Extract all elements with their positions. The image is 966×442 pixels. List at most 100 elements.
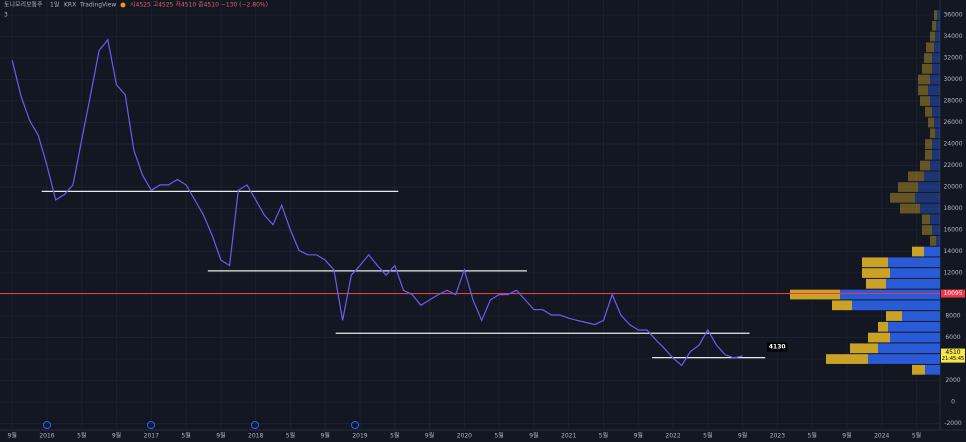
profile-up bbox=[925, 364, 940, 375]
profile-up bbox=[930, 160, 940, 171]
profile-down bbox=[918, 74, 930, 85]
profile-down bbox=[925, 106, 932, 117]
price-line-label: 10095 bbox=[943, 290, 962, 297]
x-tick-label: 5월 bbox=[599, 432, 608, 440]
x-tick-label: 9월 bbox=[425, 432, 434, 440]
profile-down bbox=[930, 235, 936, 246]
profile-up bbox=[918, 182, 940, 192]
profile-down bbox=[922, 214, 930, 225]
level-tag-label: 4130 bbox=[769, 344, 786, 351]
volume-profile bbox=[790, 10, 940, 375]
profile-down bbox=[790, 289, 840, 300]
profile-up bbox=[937, 10, 940, 20]
profile-down bbox=[926, 42, 934, 53]
x-tick-label: 9월 bbox=[216, 432, 225, 440]
y-tick-label: 20000 bbox=[943, 184, 962, 191]
source: TradingView bbox=[79, 2, 116, 9]
profile-down bbox=[928, 117, 934, 128]
event-marker[interactable] bbox=[351, 421, 359, 429]
profile-up bbox=[930, 214, 940, 225]
x-tick-label: 9월 bbox=[842, 432, 851, 440]
profile-down bbox=[920, 96, 930, 106]
profile-up bbox=[888, 321, 940, 332]
profile-up bbox=[930, 96, 940, 106]
price-line-series bbox=[11, 38, 743, 367]
profile-down bbox=[924, 53, 932, 63]
x-tick-label: 2016 bbox=[39, 433, 54, 440]
x-tick-label: 9월 bbox=[8, 432, 17, 440]
profile-down bbox=[826, 354, 868, 364]
profile-up bbox=[932, 106, 940, 117]
y-tick-label: 0 bbox=[951, 399, 955, 406]
event-marker[interactable] bbox=[147, 421, 155, 429]
profile-down bbox=[890, 192, 915, 203]
y-tick-label: 32000 bbox=[943, 55, 962, 62]
x-tick-label: 9월 bbox=[529, 432, 538, 440]
y-tick-label: 34000 bbox=[943, 33, 962, 40]
symbol: 토니모리보통주 bbox=[4, 1, 43, 9]
profile-down bbox=[934, 10, 937, 20]
x-tick-label: 5월 bbox=[494, 432, 503, 440]
y-tick-label: 16000 bbox=[943, 227, 962, 234]
axes: -200002000400060008000100001200014000160… bbox=[8, 12, 965, 440]
profile-up bbox=[920, 203, 940, 214]
status-dot bbox=[120, 2, 126, 8]
profile-down bbox=[900, 203, 920, 214]
x-tick-label: 2024 bbox=[874, 433, 889, 440]
x-tick-label: 2018 bbox=[248, 433, 263, 440]
x-tick-label: 5월 bbox=[703, 432, 712, 440]
profile-up bbox=[924, 246, 940, 257]
profile-down bbox=[898, 182, 918, 192]
profile-up bbox=[930, 74, 940, 85]
profile-up bbox=[888, 257, 940, 268]
profile-up bbox=[932, 63, 940, 74]
x-tick-label: 2017 bbox=[144, 433, 159, 440]
grid bbox=[0, 0, 940, 430]
profile-down bbox=[868, 332, 890, 343]
profile-down bbox=[912, 246, 924, 257]
x-tick-label: 5월 bbox=[390, 432, 399, 440]
profile-down bbox=[930, 128, 935, 139]
profile-down bbox=[866, 278, 886, 289]
profile-up bbox=[868, 354, 940, 364]
y-tick-label: 8000 bbox=[945, 313, 960, 320]
profile-down bbox=[932, 20, 936, 31]
level-tag bbox=[767, 342, 788, 352]
x-tick-label: 2021 bbox=[561, 433, 576, 440]
event-marker[interactable] bbox=[43, 421, 51, 429]
y-tick-label: -2000 bbox=[944, 420, 962, 427]
profile-down bbox=[886, 311, 902, 321]
y-tick-label: 22000 bbox=[943, 162, 962, 169]
x-tick-label: 5월 bbox=[912, 432, 921, 440]
profile-up bbox=[886, 278, 940, 289]
y-tick-label: 24000 bbox=[943, 141, 962, 148]
x-tick-label: 2022 bbox=[665, 433, 680, 440]
profile-down bbox=[862, 257, 888, 268]
y-tick-label: 18000 bbox=[943, 205, 962, 212]
profile-down bbox=[832, 300, 852, 311]
profile-down bbox=[850, 343, 878, 354]
x-tick-label: 9월 bbox=[112, 432, 121, 440]
profile-down bbox=[930, 31, 935, 42]
indicators-toggle[interactable]: 3 bbox=[4, 12, 8, 19]
profile-down bbox=[908, 171, 924, 182]
profile-up bbox=[932, 139, 940, 149]
profile-up bbox=[878, 343, 940, 354]
profile-up bbox=[928, 85, 940, 96]
profile-down bbox=[878, 321, 888, 332]
plot bbox=[0, 38, 940, 367]
interval: 1일 bbox=[50, 1, 59, 9]
y-tick-label: 2000 bbox=[945, 377, 960, 384]
event-markers bbox=[43, 421, 359, 429]
x-tick-label: 9월 bbox=[634, 432, 643, 440]
profile-up bbox=[936, 235, 940, 246]
countdown: 21:45:45 bbox=[942, 356, 964, 362]
event-marker[interactable] bbox=[251, 421, 259, 429]
y-tick-label: 26000 bbox=[943, 119, 962, 126]
x-tick-label: 5월 bbox=[181, 432, 190, 440]
profile-down bbox=[920, 160, 930, 171]
x-tick-label: 5월 bbox=[808, 432, 817, 440]
y-tick-label: 6000 bbox=[945, 334, 960, 341]
